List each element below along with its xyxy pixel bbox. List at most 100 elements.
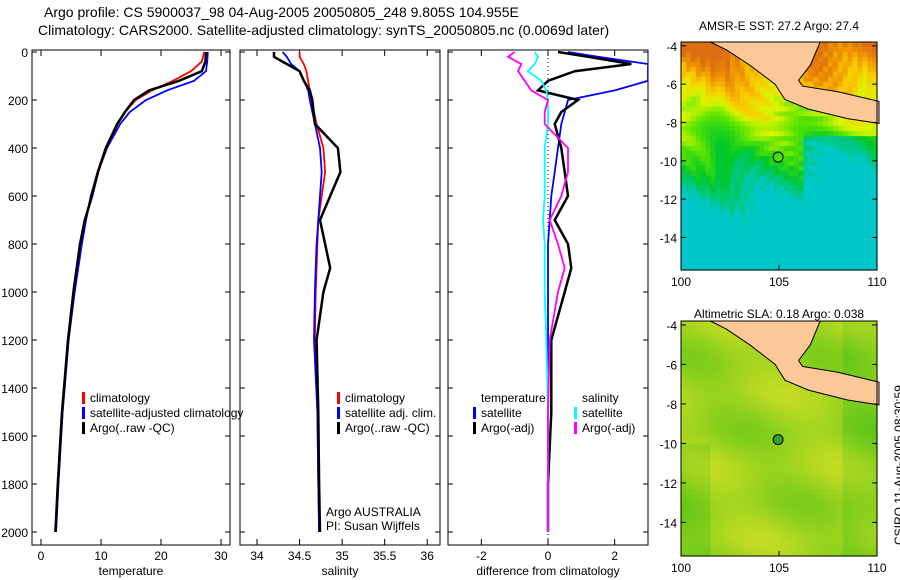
map-cell xyxy=(700,265,707,271)
map-cell xyxy=(681,341,687,348)
map-cell xyxy=(725,265,731,271)
map-cell xyxy=(749,504,756,511)
map-cell xyxy=(788,111,795,117)
map-cell xyxy=(681,356,687,363)
map-cell xyxy=(852,225,858,231)
map-cell xyxy=(700,510,707,516)
map-cell xyxy=(823,161,829,167)
map-cell xyxy=(862,47,868,53)
map-cell xyxy=(744,165,751,172)
map-cell xyxy=(739,96,746,103)
map-cell xyxy=(808,494,814,501)
map-cell xyxy=(749,161,756,167)
map-cell xyxy=(764,215,770,222)
map-cell xyxy=(715,510,721,516)
map-cell xyxy=(764,161,770,167)
map-cell xyxy=(803,250,809,256)
map-cell xyxy=(700,175,707,182)
map-cell xyxy=(695,151,702,157)
map-cell xyxy=(764,535,770,542)
map-cell xyxy=(739,346,746,353)
map-cell xyxy=(832,235,839,241)
map-cell xyxy=(828,56,834,63)
map-cell xyxy=(828,331,834,337)
map-cell xyxy=(685,126,692,132)
map-cell xyxy=(852,407,858,414)
map-cell xyxy=(685,260,692,266)
map-cell xyxy=(813,351,819,358)
map-cell xyxy=(720,540,726,547)
map-cell xyxy=(779,175,785,182)
map-cell xyxy=(862,245,868,251)
map-cell xyxy=(754,443,760,450)
map-cell xyxy=(754,515,760,521)
map-cell xyxy=(847,510,854,516)
map-cell xyxy=(695,520,702,526)
map-cell xyxy=(764,428,770,434)
map-cell xyxy=(818,540,824,547)
map-cell xyxy=(730,265,736,271)
map-cell xyxy=(803,494,809,501)
map-cell xyxy=(695,136,702,142)
map-cell xyxy=(681,180,687,187)
map-cell xyxy=(759,489,765,496)
map-cell xyxy=(725,66,731,73)
map-cell xyxy=(730,484,736,491)
map-cell xyxy=(725,245,731,251)
map-cell xyxy=(837,484,844,491)
map-cell xyxy=(705,240,711,246)
map-cell xyxy=(754,260,760,266)
map-cell xyxy=(803,520,809,526)
map-cell xyxy=(690,131,697,137)
map-cell xyxy=(823,336,829,342)
map-cell xyxy=(847,161,854,167)
map-cell xyxy=(774,180,780,187)
map-cell xyxy=(725,377,731,383)
map-cell xyxy=(852,418,858,424)
map-cell xyxy=(842,250,849,256)
map-cell xyxy=(695,484,702,491)
map-cell xyxy=(828,250,834,256)
map-cell xyxy=(828,200,834,207)
map-cell xyxy=(842,413,849,419)
map-cell xyxy=(739,499,746,506)
map-cell xyxy=(764,200,770,207)
map-cell xyxy=(823,131,829,137)
map-cell xyxy=(690,550,697,557)
map-cell xyxy=(730,81,736,88)
map-cell xyxy=(837,443,844,450)
map-cell xyxy=(690,361,697,368)
map-cell xyxy=(813,126,819,132)
map-cell xyxy=(759,392,765,399)
map-cell xyxy=(730,377,736,383)
map-cell xyxy=(857,469,863,475)
map-cell xyxy=(744,180,751,187)
map-cell xyxy=(695,423,702,429)
map-cell xyxy=(862,42,868,48)
map-cell xyxy=(788,479,795,486)
map-cell xyxy=(715,469,721,475)
map-cell xyxy=(842,230,849,236)
map-cell xyxy=(832,550,839,557)
map-cell xyxy=(744,146,751,152)
map-cell xyxy=(862,255,868,261)
map-cell xyxy=(774,443,780,450)
map-cell xyxy=(808,170,814,177)
map-cell xyxy=(823,402,829,409)
map-cell xyxy=(690,175,697,182)
map-cell xyxy=(739,146,746,152)
map-cell xyxy=(862,351,868,358)
map-cell xyxy=(744,141,751,147)
map-cell xyxy=(872,260,878,266)
map-cell xyxy=(857,225,863,231)
map-cell xyxy=(837,540,844,547)
map-cell xyxy=(769,220,775,226)
map-cell xyxy=(862,200,868,207)
map-cell xyxy=(744,387,751,394)
map-cell xyxy=(685,245,692,251)
map-cell xyxy=(774,235,780,241)
map-cell xyxy=(705,341,711,348)
map-cell xyxy=(818,175,824,182)
map-cell xyxy=(832,402,839,409)
